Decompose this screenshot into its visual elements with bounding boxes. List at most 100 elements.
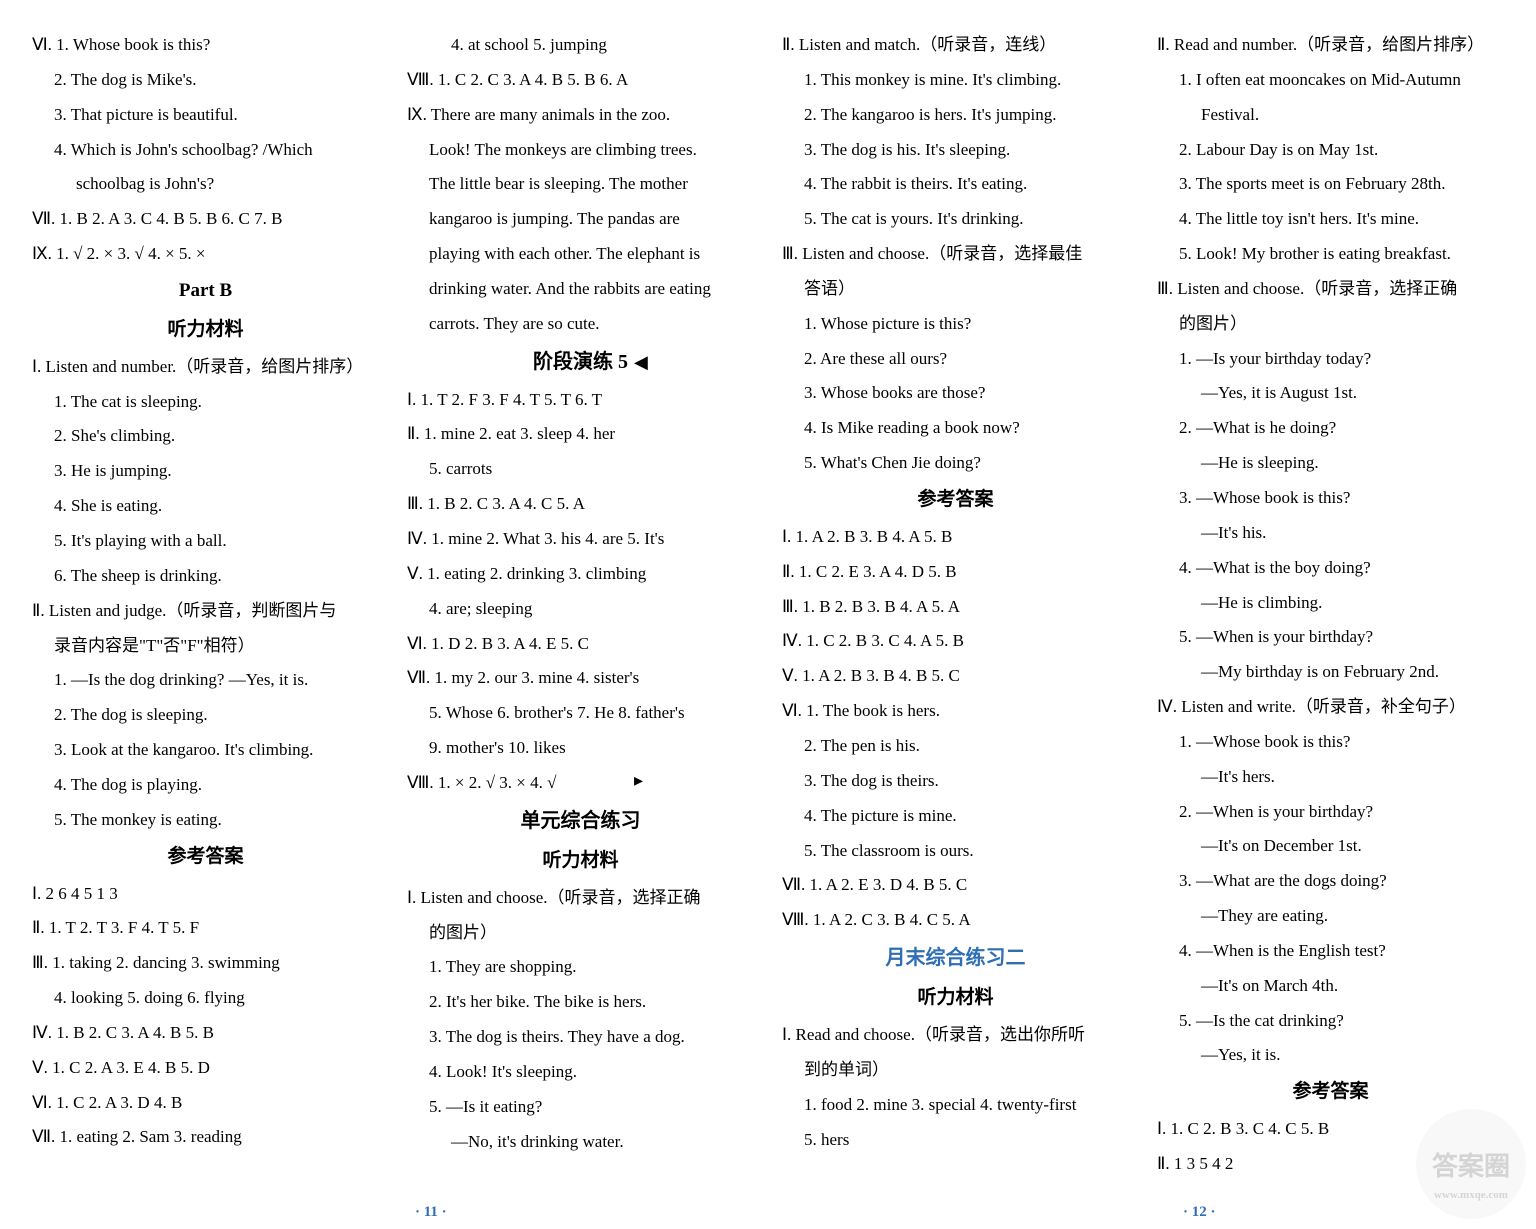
text-line: —No, it's drinking water. [407,1125,754,1160]
text-line: 4. The little toy isn't hers. It's mine. [1157,202,1504,237]
text-line: 4. Look! It's sleeping. [407,1055,754,1090]
text-line: 5. hers [782,1123,1129,1158]
answers-heading: 参考答案 [32,838,379,877]
text-line: Ⅲ. Listen and choose.（听录音，选择最佳 [782,237,1129,272]
column-1: Ⅵ. 1. Whose book is this? 2. The dog is … [18,28,393,1219]
text-line: 3. —What are the dogs doing? [1157,864,1504,899]
listening-heading: 听力材料 [782,979,1129,1018]
text-line: 3. Whose books are those? [782,376,1129,411]
text-line: Ⅲ. 1. B 2. B 3. B 4. A 5. A [782,590,1129,625]
column-2: 4. at school 5. jumping Ⅷ. 1. C 2. C 3. … [393,28,768,1219]
answers-heading: 参考答案 [1157,1073,1504,1112]
text-line: 3. That picture is beautiful. [32,98,379,133]
text-line: 3. The dog is his. It's sleeping. [782,133,1129,168]
text-line: Ⅲ. Listen and choose.（听录音，选择正确 [1157,272,1504,307]
text-line: Ⅶ. 1. my 2. our 3. mine 4. sister's [407,661,754,696]
text-line: Ⅳ. Listen and write.（听录音，补全句子） [1157,690,1504,725]
text-line: 4. Is Mike reading a book now? [782,411,1129,446]
text-line: 1. I often eat mooncakes on Mid-Autumn [1157,63,1504,98]
text-line: —Yes, it is. [1157,1038,1504,1073]
text-line: 2. —When is your birthday? [1157,795,1504,830]
text-line: 6. The sheep is drinking. [32,559,379,594]
text-line: 4. at school 5. jumping [407,28,754,63]
text-line: Ⅸ. 1. √ 2. × 3. √ 4. × 5. × [32,237,379,272]
bullet-mark-icon: ◀ [634,352,648,373]
page-container: Ⅵ. 1. Whose book is this? 2. The dog is … [0,0,1536,1229]
text-line: 的图片） [407,916,754,951]
text-line: 5. Whose 6. brother's 7. He 8. father's [407,696,754,731]
text-line: —It's his. [1157,516,1504,551]
text-line: 4. are; sleeping [407,592,754,627]
text-line: 5. Look! My brother is eating breakfast. [1157,237,1504,272]
text-line: 4. She is eating. [32,489,379,524]
text-line: 2. Labour Day is on May 1st. [1157,133,1504,168]
text-line: Ⅰ. 1. A 2. B 3. B 4. A 5. B [782,520,1129,555]
text-line: —It's on March 4th. [1157,969,1504,1004]
text-line: Ⅳ. 1. mine 2. What 3. his 4. are 5. It's [407,522,754,557]
text-line: 5. The classroom is ours. [782,834,1129,869]
text-line: 5. It's playing with a ball. [32,524,379,559]
text-line: 1. They are shopping. [407,950,754,985]
text-line: 2. The dog is Mike's. [32,63,379,98]
text-line: 5. —Is the cat drinking? [1157,1004,1504,1039]
text-line: 1. The cat is sleeping. [32,385,379,420]
month-heading: 月末综合练习二 [782,938,1129,979]
text-line: 到的单词） [782,1053,1129,1088]
text-line: 3. The dog is theirs. [782,764,1129,799]
text-line: 1. —Is your birthday today? [1157,342,1504,377]
page-number-11: · 11 · [415,1204,447,1221]
text-line: Ⅳ. 1. C 2. B 3. C 4. A 5. B [782,624,1129,659]
text-line: 4. The dog is playing. [32,768,379,803]
text-line: Ⅱ. 1. mine 2. eat 3. sleep 4. her [407,417,754,452]
text-line: 的图片） [1157,307,1504,342]
text-line: 2. She's climbing. [32,419,379,454]
text-line: Ⅷ. 1. A 2. C 3. B 4. C 5. A [782,903,1129,938]
text-line: 4. The picture is mine. [782,799,1129,834]
text-line: 4. —What is the boy doing? [1157,551,1504,586]
text-line: —Yes, it is August 1st. [1157,376,1504,411]
text-line: Ⅲ. 1. B 2. C 3. A 4. C 5. A [407,487,754,522]
text-line: 4. Which is John's schoolbag? /Which [32,133,379,168]
text-line: 1. —Whose book is this? [1157,725,1504,760]
text-line: 4. looking 5. doing 6. flying [32,981,379,1016]
text-line: 5. —Is it eating? [407,1090,754,1125]
unit-heading: 单元综合练习 [407,801,754,842]
text-line: Ⅰ. Listen and choose.（听录音，选择正确 [407,881,754,916]
text-line: Ⅷ. 1. C 2. C 3. A 4. B 5. B 6. A [407,63,754,98]
column-4: Ⅱ. Read and number.（听录音，给图片排序） 1. I ofte… [1143,28,1518,1219]
text-line: 3. Look at the kangaroo. It's climbing. [32,733,379,768]
bullet-mark-icon: ▸ [634,770,643,791]
text-line: Ⅶ. 1. eating 2. Sam 3. reading [32,1120,379,1155]
text-line: Ⅰ. 1. T 2. F 3. F 4. T 5. T 6. T [407,383,754,418]
column-3: Ⅱ. Listen and match.（听录音，连线） 1. This mon… [768,28,1143,1219]
text-line: 3. —Whose book is this? [1157,481,1504,516]
text-line: Look! The monkeys are climbing trees. [407,133,754,168]
text-line: Ⅳ. 1. B 2. C 3. A 4. B 5. B [32,1016,379,1051]
text-line: 5. —When is your birthday? [1157,620,1504,655]
text-line: Ⅱ. 1 3 5 4 2 [1157,1147,1504,1182]
text-line: Ⅱ. Listen and judge.（听录音，判断图片与 [32,594,379,629]
text-line: The little bear is sleeping. The mother [407,167,754,202]
text-line: Ⅵ. 1. Whose book is this? [32,28,379,63]
text-line: —It's on December 1st. [1157,829,1504,864]
text-line: —It's hers. [1157,760,1504,795]
text-line: 2. Are these all ours? [782,342,1129,377]
listening-heading: 听力材料 [407,842,754,881]
text-line: 录音内容是"T"否"F"相符） [32,629,379,664]
text-line: Ⅶ. 1. B 2. A 3. C 4. B 5. B 6. C 7. B [32,202,379,237]
text-line: Ⅵ. 1. C 2. A 3. D 4. B [32,1086,379,1121]
text-line: 4. —When is the English test? [1157,934,1504,969]
text-line: Ⅲ. 1. taking 2. dancing 3. swimming [32,946,379,981]
text-line: 1. food 2. mine 3. special 4. twenty-fir… [782,1088,1129,1123]
text-line: 1. This monkey is mine. It's climbing. [782,63,1129,98]
text-line: Ⅵ. 1. D 2. B 3. A 4. E 5. C [407,627,754,662]
text-line: Ⅴ. 1. eating 2. drinking 3. climbing [407,557,754,592]
text-line: Ⅱ. 1. C 2. E 3. A 4. D 5. B [782,555,1129,590]
text-line: 2. The dog is sleeping. [32,698,379,733]
text-line: 3. The sports meet is on February 28th. [1157,167,1504,202]
text-line: 2. —What is he doing? [1157,411,1504,446]
text-line: Ⅱ. Listen and match.（听录音，连线） [782,28,1129,63]
text-line: Ⅶ. 1. A 2. E 3. D 4. B 5. C [782,868,1129,903]
text-line: —He is sleeping. [1157,446,1504,481]
listening-heading: 听力材料 [32,311,379,350]
